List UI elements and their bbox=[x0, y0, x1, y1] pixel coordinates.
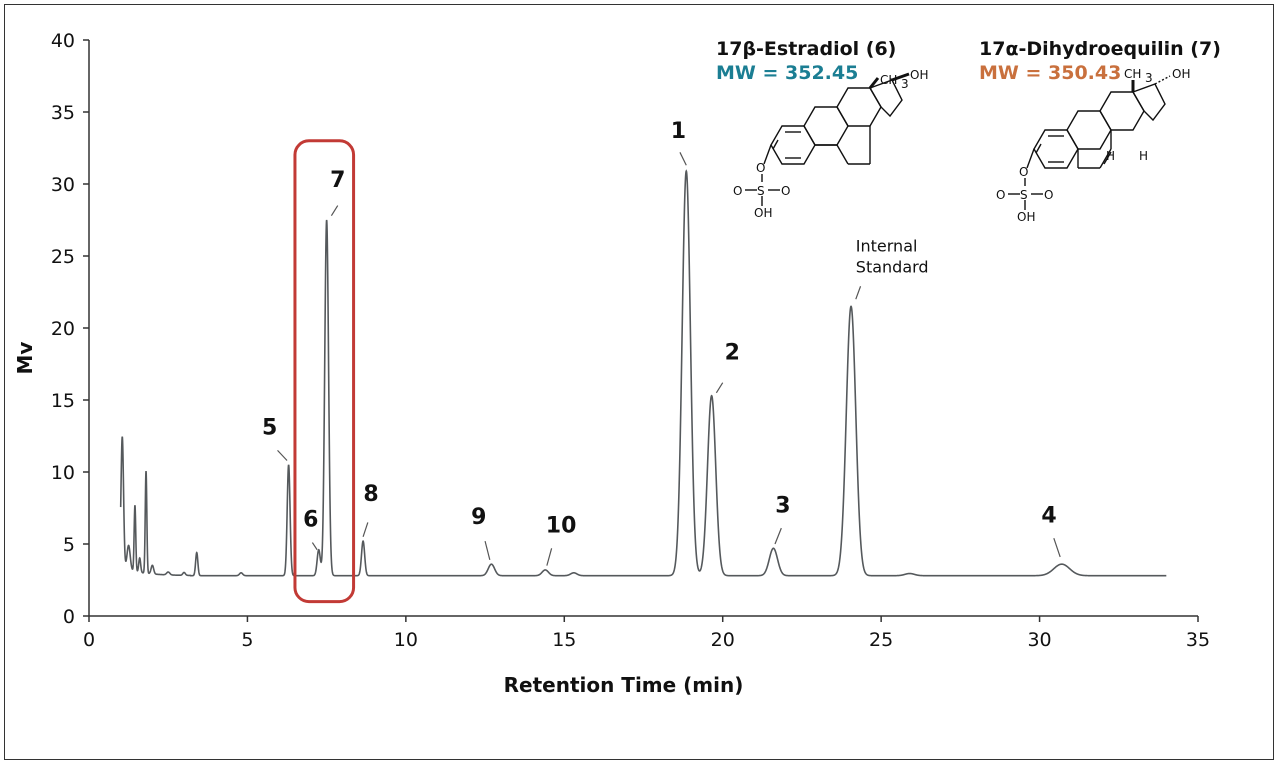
x-tick-label: 30 bbox=[1027, 629, 1051, 651]
o-label: O bbox=[733, 184, 742, 198]
o-label: O bbox=[781, 184, 790, 198]
compound-dihydroequilin: 17α-Dihydroequilin (7) MW = 350.43 bbox=[979, 38, 1221, 84]
internal-standard-label: Internal bbox=[856, 237, 918, 256]
s-label: S bbox=[757, 184, 765, 198]
peak-label: 4 bbox=[1041, 503, 1056, 528]
internal-standard-label: Standard bbox=[856, 258, 929, 277]
peak-label: 9 bbox=[471, 505, 486, 530]
peak-leader bbox=[679, 152, 687, 166]
h-label: H bbox=[1139, 149, 1148, 163]
x-tick-label: 20 bbox=[711, 629, 735, 651]
oh-label: OH bbox=[1017, 210, 1035, 224]
o-label: O bbox=[1044, 188, 1053, 202]
x-tick-label: 25 bbox=[869, 629, 893, 651]
x-tick-label: 35 bbox=[1186, 629, 1210, 651]
peak-label: 3 bbox=[775, 493, 790, 518]
o-label: O bbox=[996, 188, 1005, 202]
peak-leader bbox=[277, 449, 288, 461]
chromatogram-trace bbox=[119, 169, 1167, 577]
x-tick-label: 10 bbox=[394, 629, 418, 651]
peak-leader bbox=[311, 542, 318, 551]
peak-leader bbox=[484, 540, 491, 560]
highlight-box bbox=[293, 139, 356, 604]
axes bbox=[88, 40, 1198, 617]
y-tick-label: 40 bbox=[51, 30, 75, 52]
x-tick-label: 0 bbox=[83, 629, 95, 651]
peak-leader bbox=[715, 382, 724, 394]
compound-mw: MW = 350.43 bbox=[979, 62, 1121, 84]
peak-leader bbox=[774, 527, 782, 545]
peak-label: 2 bbox=[725, 341, 740, 366]
y-tick-label: 35 bbox=[51, 102, 75, 124]
dihydroequilin-structure-labels: CH 3 OH H H O S O O OH bbox=[996, 67, 1190, 224]
y-tick-label: 10 bbox=[51, 462, 75, 484]
ch3-label: CH bbox=[1124, 67, 1141, 81]
estradiol-structure bbox=[745, 72, 910, 206]
compound-name: 17β-Estradiol (6) bbox=[716, 38, 896, 60]
o-label: O bbox=[756, 161, 765, 175]
peak-label: 5 bbox=[262, 416, 277, 441]
oh-label: OH bbox=[910, 68, 928, 82]
peak-leader bbox=[362, 522, 369, 537]
s-label: S bbox=[1020, 188, 1028, 202]
x-tick-label: 5 bbox=[241, 629, 253, 651]
compound-name: 17α-Dihydroequilin (7) bbox=[979, 38, 1221, 60]
o-label: O bbox=[1019, 165, 1028, 179]
y-tick-label: 5 bbox=[63, 534, 75, 556]
x-tick-label: 15 bbox=[552, 629, 576, 651]
oh-label: OH bbox=[754, 206, 772, 220]
ch3-subscript: 3 bbox=[1145, 71, 1153, 85]
y-tick-label: 0 bbox=[63, 606, 75, 628]
y-axis-title: Mv bbox=[13, 342, 37, 375]
peak-annotations: 1 2 3 4 5 6 7 8 9 10 Internal Standard bbox=[262, 119, 1061, 566]
compound-mw: MW = 352.45 bbox=[716, 62, 858, 84]
peak-leader bbox=[1053, 538, 1061, 558]
oh-label: OH bbox=[1172, 67, 1190, 81]
h-label: H bbox=[1106, 149, 1115, 163]
dihydroequilin-structure bbox=[1008, 75, 1171, 210]
y-tick-label: 15 bbox=[51, 390, 75, 412]
y-tick-label: 30 bbox=[51, 174, 75, 196]
peak-label: 6 bbox=[303, 508, 318, 533]
estradiol-structure-labels: CH 3 OH O S O O OH bbox=[733, 68, 928, 220]
peak-label: 8 bbox=[363, 482, 378, 507]
ch3-label: CH bbox=[880, 73, 897, 87]
peak-label: 1 bbox=[671, 119, 686, 144]
internal-standard-leader bbox=[855, 286, 862, 300]
peak-label: 10 bbox=[546, 513, 577, 538]
peak-label: 7 bbox=[330, 168, 345, 193]
y-tick-label: 20 bbox=[51, 318, 75, 340]
peak-leader bbox=[330, 205, 339, 216]
x-axis-title: Retention Time (min) bbox=[504, 673, 744, 697]
peak-leader bbox=[546, 548, 553, 566]
y-tick-label: 25 bbox=[51, 246, 75, 268]
compound-estradiol: 17β-Estradiol (6) MW = 352.45 bbox=[716, 38, 896, 84]
ch3-subscript: 3 bbox=[901, 77, 909, 91]
